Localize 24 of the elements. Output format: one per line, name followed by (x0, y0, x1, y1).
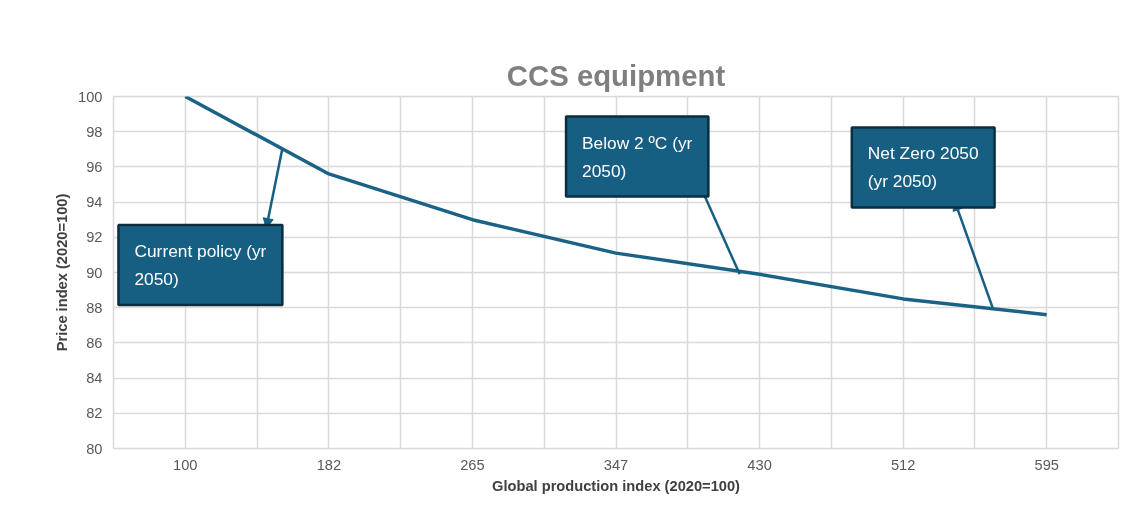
x-tick-label: 100 (173, 456, 198, 473)
y-tick-label: 80 (86, 440, 103, 457)
y-tick-label: 86 (86, 334, 103, 351)
y-tick-label: 92 (86, 229, 103, 246)
annotation: Current policy (yr 2050) (134, 240, 267, 289)
annotation: Net Zero 2050 (yr 2050) (867, 143, 979, 192)
y-axis-title: Price index (2020=100) (54, 193, 71, 352)
y-tick-label: 90 (86, 264, 103, 281)
y-tick-label: 88 (86, 299, 103, 316)
x-tick-label: 182 (316, 456, 342, 473)
y-tick-label: 100 (78, 88, 103, 105)
y-tick-label: 82 (86, 405, 103, 422)
x-tick-label: 595 (1034, 456, 1059, 473)
y-tick-label: 94 (86, 194, 103, 211)
x-axis-title: Global production index (2020=100) (492, 477, 741, 494)
y-tick-label: 98 (86, 123, 103, 140)
y-tick-label: 96 (86, 158, 103, 175)
x-tick-label: 430 (747, 456, 772, 473)
x-tick-label: 265 (460, 456, 485, 473)
x-tick-label: 512 (890, 456, 916, 473)
chart-title: CCS equipment (506, 58, 726, 92)
x-tick-label: 347 (603, 456, 629, 473)
annotation: Below 2 ºC (yr 2050) (582, 132, 693, 181)
y-tick-label: 84 (86, 370, 103, 387)
